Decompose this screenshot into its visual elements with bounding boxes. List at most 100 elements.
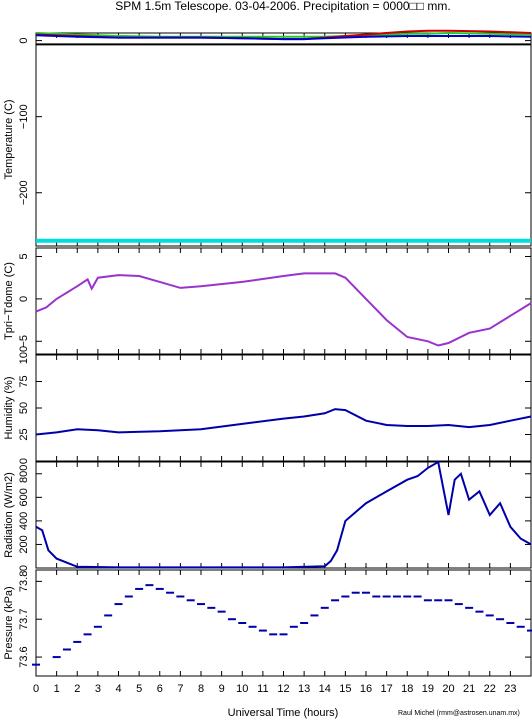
panel-0-series-2	[35, 34, 532, 41]
panel-4-point	[341, 595, 350, 598]
x-tick-label: 13	[298, 683, 310, 695]
panel-2-ytick-label: 0	[18, 458, 30, 464]
panel-1-ytick-label: −5	[18, 335, 30, 348]
panel-1-ytick-label: 5	[18, 253, 30, 259]
panel-2-ytick-label: 50	[18, 402, 30, 414]
panel-4-point	[62, 648, 71, 651]
panel-3-ytick-label: 200	[18, 535, 30, 553]
x-tick-label: 2	[74, 683, 80, 695]
panel-4-point	[32, 663, 40, 666]
x-tick-label: 19	[422, 683, 434, 695]
panel-4-point	[331, 599, 340, 602]
panel-4-point	[392, 595, 401, 598]
x-tick-label: 21	[463, 683, 475, 695]
panel-3-ylabel: Radiation (W/m2)	[3, 472, 15, 558]
panel-4-point	[485, 614, 494, 617]
panel-4-point	[372, 595, 381, 598]
panel-4-point	[114, 603, 123, 606]
panel-4-point	[145, 584, 154, 587]
x-tick-label: 3	[95, 683, 101, 695]
panel-4-point	[217, 610, 226, 613]
panel-4-point	[300, 622, 309, 624]
panel-1-ytick-label: 0	[18, 296, 30, 302]
x-tick-label: 5	[136, 683, 142, 695]
panel-3-ytick-label: 600	[18, 488, 30, 506]
chart-title: SPM 1.5m Telescope. 03-04-2006. Precipit…	[115, 0, 450, 13]
panel-4-point	[351, 591, 360, 594]
x-axis-label: Universal Time (hours)	[228, 707, 339, 719]
panel-0-frame	[35, 32, 532, 247]
x-tick-label: 16	[360, 683, 372, 695]
panel-2-ylabel: Humidity (%)	[3, 377, 15, 440]
panel-4-point	[320, 606, 329, 609]
panel-4-point	[83, 633, 92, 636]
panel-1-series-0	[35, 272, 532, 347]
panel-4-point	[527, 629, 532, 632]
panel-2-ytick-label: 25	[18, 428, 30, 440]
panel-3-ytick-label: 400	[18, 512, 30, 530]
panel-4-point	[289, 625, 298, 628]
panel-0-ytick-label: −200	[18, 180, 30, 205]
panel-4-point	[475, 610, 484, 613]
panel-4-point	[248, 625, 257, 628]
panel-4-point	[382, 595, 391, 598]
panel-3-ytick-label: 800	[18, 465, 30, 483]
panel-4-ytick-label: 73.6	[18, 646, 30, 667]
panel-4-point	[465, 606, 474, 609]
x-tick-label: 1	[54, 683, 60, 695]
credit-text: Raul Michel (rmm@astrosen.unam.mx)	[398, 710, 520, 717]
panel-3-ytick-label: 0	[18, 565, 30, 571]
panel-4-point	[496, 618, 505, 621]
panel-4-point	[413, 595, 422, 598]
panel-4-point	[269, 633, 278, 636]
panel-4-point	[362, 591, 370, 594]
panel-4-point	[73, 640, 82, 643]
x-tick-label: 8	[198, 683, 204, 695]
x-tick-label: 14	[319, 683, 331, 695]
panel-4-point	[197, 603, 205, 606]
panel-4-point	[207, 606, 216, 609]
panel-4-point	[454, 603, 463, 606]
panel-4-point	[403, 595, 412, 598]
panel-4-point	[93, 625, 102, 628]
x-tick-label: 4	[115, 683, 121, 695]
panel-2-series-0	[35, 408, 532, 436]
panel-4-ytick-label: 73.7	[18, 609, 30, 630]
panel-2-frame	[35, 354, 532, 462]
panel-4-frame	[35, 569, 532, 677]
panel-4-point	[135, 587, 144, 590]
panel-3-series-0	[35, 460, 532, 569]
x-tick-label: 11	[257, 683, 268, 695]
panel-1-ylabel: Tpri−Tdome (C)	[3, 262, 15, 340]
x-tick-label: 9	[219, 683, 225, 695]
panel-4-point	[279, 633, 288, 636]
panel-4-point	[423, 599, 432, 602]
panel-4-point	[227, 618, 236, 621]
x-tick-label: 22	[484, 683, 496, 695]
panel-4-point	[506, 622, 515, 624]
panel-4-point	[258, 629, 267, 632]
x-tick-label: 15	[339, 683, 351, 695]
panel-4-ylabel: Pressure (kPa)	[3, 586, 15, 659]
x-tick-label: 7	[177, 683, 183, 695]
panel-4-point	[516, 625, 525, 628]
x-tick-label: 18	[401, 683, 413, 695]
panel-4-point	[310, 614, 319, 617]
panel-4-point	[444, 599, 453, 602]
panel-2-ytick-label: 75	[18, 375, 30, 387]
panel-0-ytick-label: −100	[18, 104, 30, 129]
panel-4-point	[238, 622, 247, 624]
panel-4-point	[434, 599, 443, 602]
panel-0-series-0	[35, 31, 532, 38]
panel-4-point	[124, 595, 133, 598]
panel-4-point	[176, 595, 185, 598]
panel-4-point	[52, 656, 61, 659]
x-tick-label: 23	[504, 683, 516, 695]
panel-4-point	[186, 599, 195, 602]
panel-4-point	[155, 587, 164, 590]
panel-0-ylabel: Temperature (C)	[3, 99, 15, 179]
panel-4-point	[104, 614, 113, 617]
panel-2-ytick-label: 100	[18, 346, 30, 364]
